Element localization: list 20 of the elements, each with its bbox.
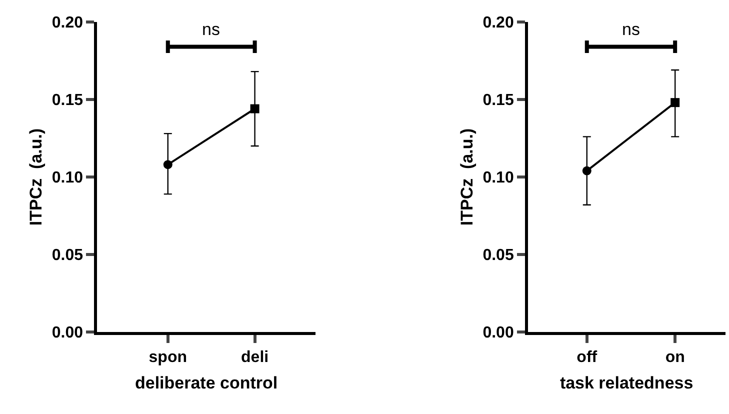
y-tick-label: 0.15 — [52, 92, 84, 110]
x-tick-label: deli — [241, 348, 269, 366]
y-tick-label: 0.20 — [482, 14, 514, 32]
y-tick-label: 0.05 — [482, 247, 514, 264]
y-axis-title: ITPCz (a.u.) — [457, 128, 476, 226]
y-tick-label: 0.10 — [482, 170, 514, 187]
x-tick-label: on — [665, 348, 685, 366]
y-tick-label: 0.00 — [482, 324, 514, 342]
x-tick-label: off — [576, 348, 598, 366]
y-axis-title: ITPCz (a.u.) — [26, 128, 46, 226]
y-tick-label: 0.15 — [482, 92, 514, 110]
y-tick-label: 0.10 — [52, 170, 84, 187]
y-tick-label: 0.05 — [52, 247, 84, 264]
annotation: ns — [202, 20, 220, 39]
y-tick-label: 0.00 — [52, 324, 84, 342]
x-axis-title: deliberate control — [134, 373, 278, 392]
x-tick-label: spon — [148, 348, 187, 366]
x-axis-title: task relatedness — [560, 373, 694, 392]
y-tick-label: 0.20 — [52, 14, 84, 32]
annotation: ns — [622, 20, 640, 39]
